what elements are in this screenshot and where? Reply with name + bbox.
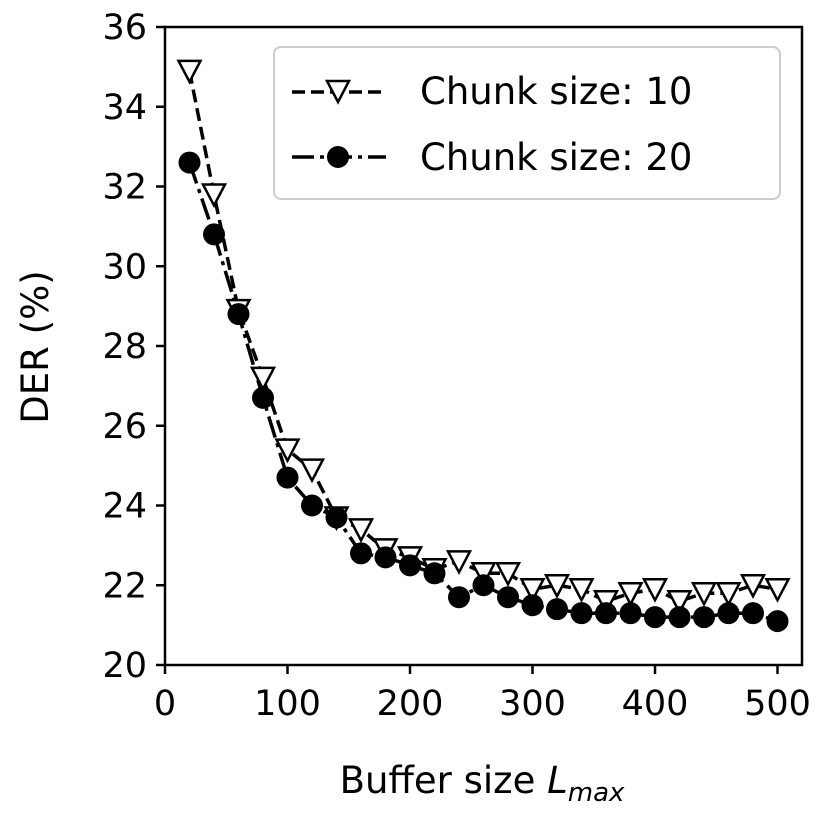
y-tick-label-0: 20 [102,646,147,686]
data-point-s0-0 [176,59,203,85]
data-point-s0-21 [690,581,718,607]
y-tick-label-2: 24 [102,487,147,527]
legend-marker-triangle-icon [324,79,352,105]
data-point-s1-8 [374,546,397,569]
data-point-s1-20 [668,606,691,629]
data-point-s1-9 [399,554,421,577]
data-point-s0-11 [445,550,473,576]
data-point-s1-1 [203,223,225,246]
data-point-s1-18 [619,602,642,625]
data-point-s0-17 [592,589,620,615]
x-axis-label: Buffer size Lmax [340,759,625,808]
data-point-s0-22 [715,581,742,607]
data-point-s1-22 [717,602,740,625]
data-point-s1-2 [227,303,250,326]
data-point-s0-5 [298,458,326,484]
data-point-s0-18 [617,581,644,607]
axes: 0 100 200 300 400 500 20 22 24 26 28 30 32 34 36 [102,8,810,724]
x-tick-label-4: 400 [622,684,689,724]
data-point-s1-19 [644,606,666,629]
data-point-s0-19 [641,577,669,603]
y-tick-label-6: 32 [102,168,147,208]
y-tick-label-8: 36 [102,8,147,48]
data-point-s1-17 [595,602,617,625]
series-line-1 [187,162,779,623]
x-tick-label-1: 100 [254,684,321,724]
y-tick-label-4: 28 [102,327,147,367]
y-tick-label-7: 34 [102,88,147,128]
legend-entry-chunk-20: Chunk size: 20 [292,136,692,179]
legend-frame [273,46,781,200]
data-point-s0-12 [470,562,497,587]
data-point-s1-0 [178,151,201,174]
data-point-s1-3 [252,386,274,409]
data-point-s0-3 [249,366,277,392]
x-tick-label-0: 0 [154,684,176,724]
legend-label-chunk-10: Chunk size: 10 [420,70,692,113]
data-point-s0-15 [543,574,571,599]
data-point-s0-4 [274,438,301,464]
data-point-s1-7 [350,542,372,565]
data-point-s1-23 [742,602,764,625]
data-point-s1-14 [521,594,544,617]
x-tick-label-2: 200 [377,684,444,724]
y-axis-label: DER (%) [14,270,57,423]
data-point-s1-24 [766,610,789,633]
data-point-s0-7 [347,518,375,544]
data-point-s1-15 [546,598,568,621]
y-tick-label-3: 26 [102,407,147,447]
data-point-s0-1 [200,183,228,209]
legend-entry-chunk-10: Chunk size: 10 [292,70,692,113]
y-tick-label-1: 22 [102,566,147,606]
data-point-s1-11 [448,586,470,609]
data-point-s1-10 [423,562,446,585]
plot-area [176,59,791,633]
x-tick-label-3: 300 [499,684,566,724]
data-point-s0-23 [739,574,767,599]
x-tick-label-5: 500 [744,684,811,724]
data-point-s1-6 [325,506,348,529]
data-point-s1-5 [301,494,323,517]
legend-label-chunk-20: Chunk size: 20 [420,136,692,179]
data-point-s1-13 [497,586,519,609]
legend-marker-circle-icon [327,146,349,168]
data-point-s0-14 [519,577,546,603]
data-point-s0-16 [568,577,595,603]
data-point-s0-20 [666,589,693,615]
data-point-s0-13 [494,562,522,587]
legend: Chunk size: 10 Chunk size: 20 [273,46,781,200]
data-point-s0-24 [764,577,791,603]
data-point-s1-12 [472,574,495,597]
y-tick-label-5: 30 [102,247,147,287]
data-point-s1-16 [570,602,593,625]
data-point-s1-21 [693,606,715,629]
data-point-s1-4 [276,466,299,489]
